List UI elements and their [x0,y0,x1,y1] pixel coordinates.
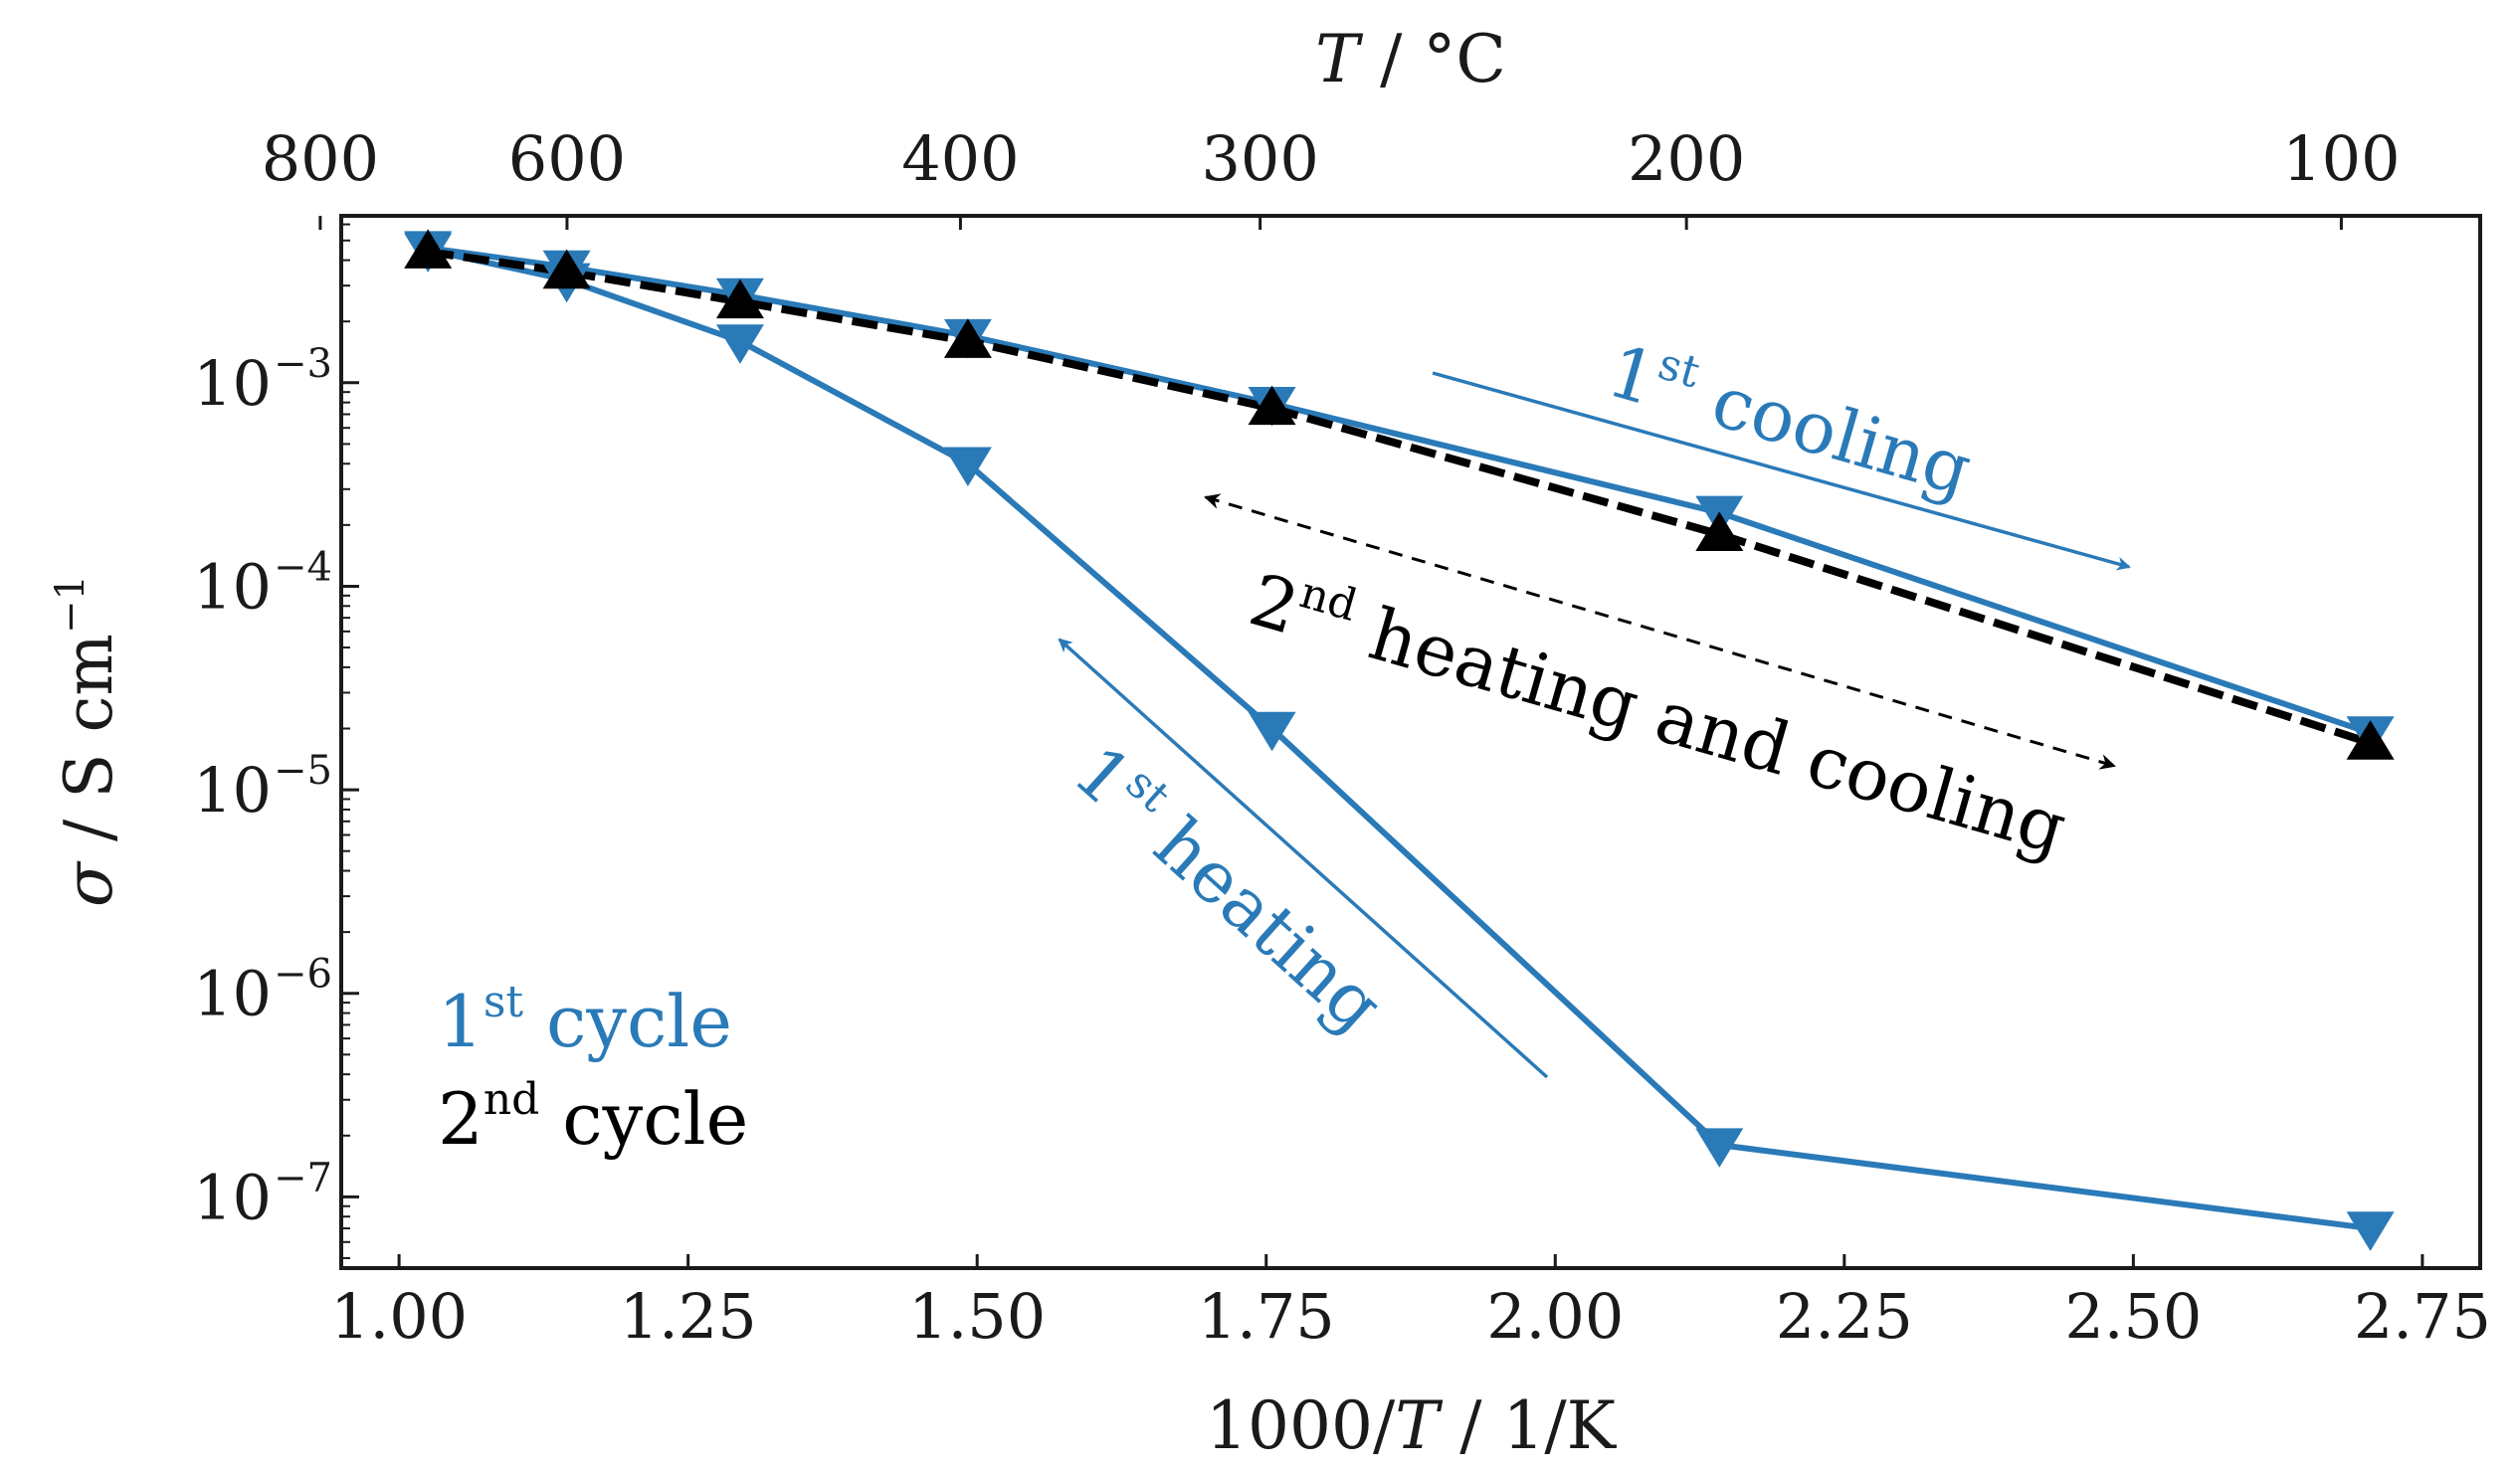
y-tick-label: 10 [193,1161,272,1233]
x-axis-ticks: 1.00 1.25 1.50 1.75 2.00 2.25 2.50 2.75 [330,1254,2491,1353]
data-point-2 [715,278,764,319]
y-tick-label: 10 [193,347,272,420]
y-tick-exponent: −6 [274,952,332,998]
top-tick-label: 100 [2282,122,2400,195]
cooling1-label: 1st cooling [1599,326,1981,512]
y-axis-ticks: 10−710−610−510−410−3 [193,223,359,1259]
top-tick-label: 800 [262,122,379,195]
data-point-0 [1695,1128,1744,1168]
heating1-label: 1st heating [1059,727,1402,1047]
x-tick-label: 2.25 [1776,1280,1913,1353]
data-point-0 [2346,1211,2395,1251]
legend-cycle2: 2nd cycle [438,1074,748,1161]
data-point-2 [542,249,591,289]
y-axis-title: σ / S cm−1 [48,575,127,907]
heating2-label: 2nd heating and cooling [1241,555,2075,870]
x-tick-label: 2.00 [1486,1280,1624,1353]
plot-frame [339,214,2482,1270]
y-tick-label: 10 [193,754,272,827]
x-tick-label: 1.50 [908,1280,1046,1353]
x-tick-label: 1.00 [330,1280,468,1353]
heating2-arrow [1204,493,2116,770]
y-tick-label: 10 [193,958,272,1030]
legend-cycle1: 1st cycle [438,977,732,1063]
y-tick-exponent: −5 [274,748,332,794]
top-tick-label: 600 [508,122,626,195]
data-point-0 [943,447,992,487]
y-tick-exponent: −3 [274,341,332,387]
x-axis-title: 1000/T / 1/K [1206,1387,1618,1464]
y-tick-exponent: −7 [274,1155,332,1200]
top-tick-label: 300 [1201,122,1318,195]
y-tick-label: 10 [193,550,272,623]
x-tick-label: 1.25 [620,1280,757,1353]
top-axis-ticks: 800 600 400 300 200 100 [262,122,2401,230]
data-point-2 [1248,385,1296,426]
top-tick-label: 400 [901,122,1019,195]
x-tick-label: 2.75 [2354,1280,2491,1353]
data-point-2 [943,318,992,358]
data-point-0 [715,324,764,364]
top-axis-title: T / °C [1315,21,1506,97]
data-point-2 [2346,720,2395,760]
x-tick-label: 1.75 [1198,1280,1335,1353]
x-tick-label: 2.50 [2064,1280,2202,1353]
heating1-arrow [1058,638,1549,1079]
data-point-2 [404,229,453,269]
top-tick-label: 200 [1628,122,1745,195]
y-tick-exponent: −4 [274,544,332,590]
